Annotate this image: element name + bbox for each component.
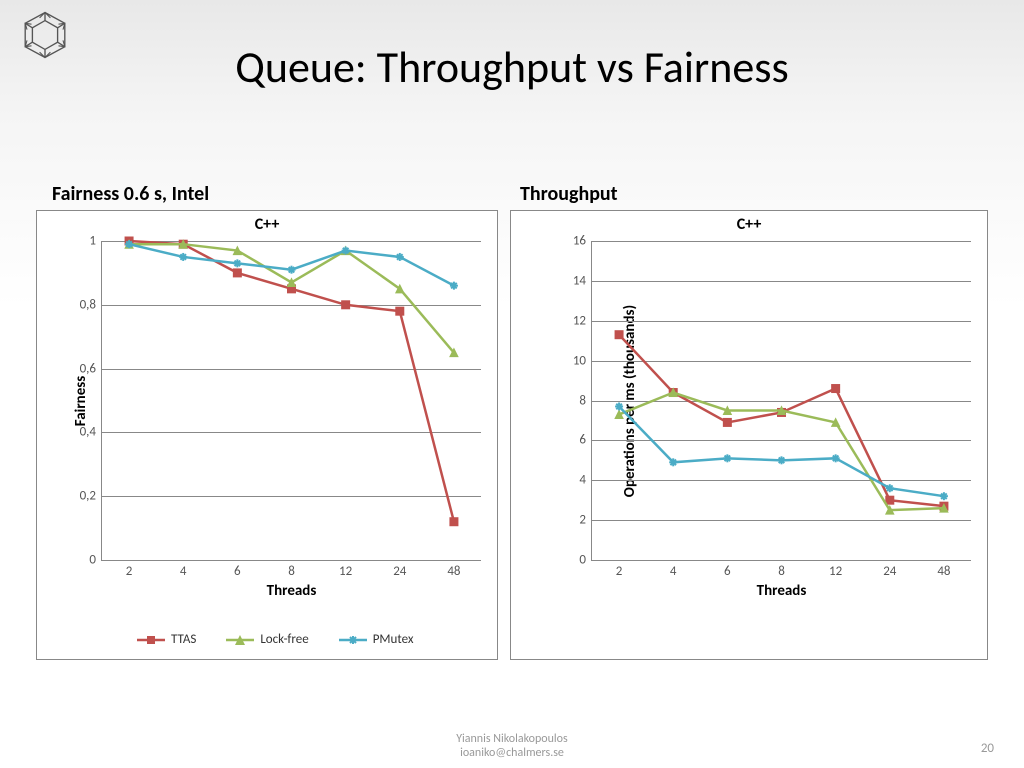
left-subtitle: Fairness 0.6 s, Intel <box>52 182 209 206</box>
footer-email: ioaniko@chalmers.se <box>0 746 1024 760</box>
legend-swatch <box>226 634 254 646</box>
y-tick-label: 16 <box>573 234 592 249</box>
legend: TTAS Lock-free PMutex <box>137 632 413 647</box>
x-tick-label: 24 <box>393 560 406 579</box>
y-tick-label: 4 <box>579 473 592 488</box>
left-plot-area: Fairness Threads 00,20,40,60,81246812244… <box>101 241 481 561</box>
y-tick-label: 6 <box>579 433 592 448</box>
x-tick-label: 2 <box>616 560 623 579</box>
legend-item-lockfree: Lock-free <box>226 632 308 647</box>
footer-author: Yiannis Nikolakopoulos <box>0 732 1024 746</box>
y-tick-label: 0,6 <box>80 361 102 376</box>
left-x-label: Threads <box>267 582 317 600</box>
x-tick-label: 6 <box>234 560 241 579</box>
x-tick-label: 48 <box>447 560 460 579</box>
legend-label: TTAS <box>171 632 196 647</box>
x-tick-label: 2 <box>126 560 133 579</box>
y-tick-label: 0,4 <box>80 425 102 440</box>
y-tick-label: 12 <box>573 313 592 328</box>
right-chart-title: C++ <box>511 215 987 234</box>
legend-swatch <box>137 634 165 646</box>
x-tick-label: 48 <box>937 560 950 579</box>
x-tick-label: 12 <box>339 560 352 579</box>
left-y-label: Fairness <box>72 375 90 425</box>
x-tick-label: 8 <box>288 560 295 579</box>
right-chart: C++ Operations per ms (thousands) Thread… <box>510 210 988 660</box>
x-tick-label: 4 <box>670 560 677 579</box>
legend-swatch <box>339 634 367 646</box>
right-plot-area: Operations per ms (thousands) Threads 02… <box>591 241 971 561</box>
x-tick-label: 12 <box>829 560 842 579</box>
page-number: 20 <box>981 741 994 756</box>
left-chart-title: C++ <box>37 215 497 234</box>
legend-label: Lock-free <box>260 632 308 647</box>
x-tick-label: 4 <box>180 560 187 579</box>
y-tick-label: 0 <box>89 553 102 568</box>
slide-title: Queue: Throughput vs Fairness <box>0 0 1024 94</box>
right-subtitle: Throughput <box>520 182 618 206</box>
right-x-label: Threads <box>757 582 807 600</box>
legend-label: PMutex <box>373 632 414 647</box>
left-chart: C++ Fairness Threads 00,20,40,60,8124681… <box>36 210 498 660</box>
y-tick-label: 8 <box>579 393 592 408</box>
y-tick-label: 14 <box>573 273 592 288</box>
footer: Yiannis Nikolakopoulos ioaniko@chalmers.… <box>0 732 1024 760</box>
legend-item-pmutex: PMutex <box>339 632 414 647</box>
y-tick-label: 0 <box>579 553 592 568</box>
logo-icon <box>18 8 72 67</box>
y-tick-label: 0,2 <box>80 489 102 504</box>
y-tick-label: 10 <box>573 353 592 368</box>
x-tick-label: 24 <box>883 560 896 579</box>
legend-item-ttas: TTAS <box>137 632 196 647</box>
y-tick-label: 1 <box>89 234 102 249</box>
x-tick-label: 6 <box>724 560 731 579</box>
x-tick-label: 8 <box>778 560 785 579</box>
y-tick-label: 2 <box>579 513 592 528</box>
y-tick-label: 0,8 <box>80 297 102 312</box>
